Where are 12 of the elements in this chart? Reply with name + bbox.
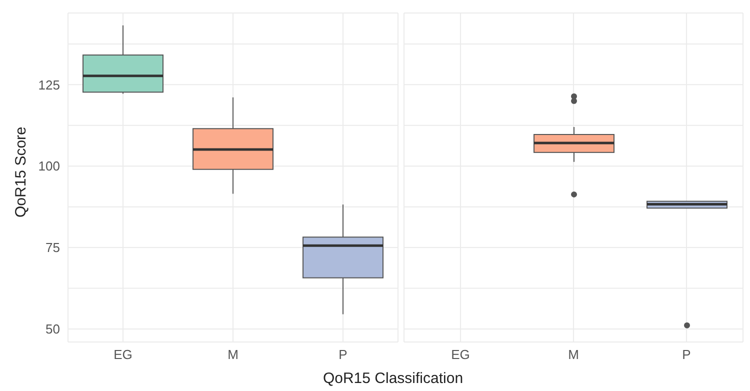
x-tick-label: M <box>228 347 238 362</box>
x-axis-title: QoR15 Classification <box>322 370 464 387</box>
y-axis-title: QoR15 Score <box>12 126 30 218</box>
x-tick-label: P <box>338 347 348 362</box>
y-tick-label: 75 <box>46 240 60 256</box>
x-tick-label: EG <box>114 347 132 362</box>
y-tick-label: 125 <box>38 77 60 92</box>
x-tick-label: EG <box>451 347 470 362</box>
y-tick-label: 100 <box>38 158 60 174</box>
y-tick-label: 50 <box>46 322 60 337</box>
x-tick-label: M <box>568 347 579 362</box>
x-tick-label: P <box>682 347 691 362</box>
